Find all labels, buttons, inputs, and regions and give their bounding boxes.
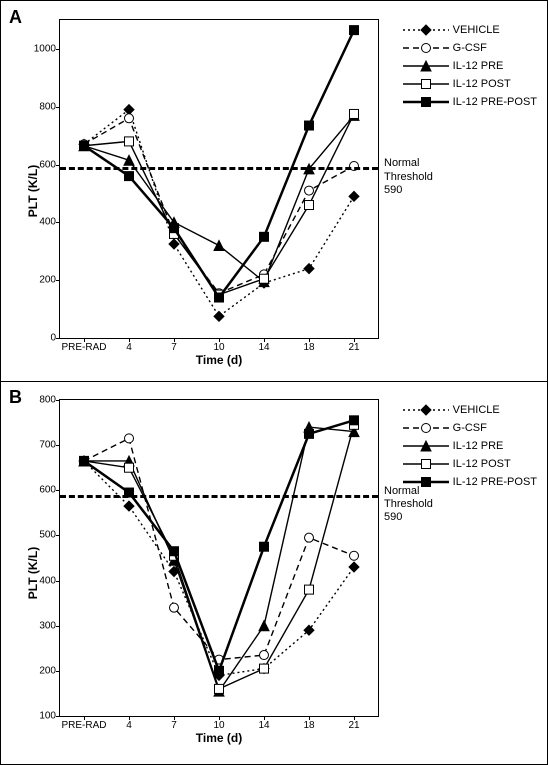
legend-label: IL-12 PRE-POST — [453, 96, 537, 108]
panel-b-letter: B — [9, 387, 22, 408]
legend-swatch — [403, 439, 449, 453]
legend-label: G-CSF — [453, 42, 487, 54]
legend-swatch — [403, 475, 449, 489]
legend-item: VEHICLE — [403, 21, 537, 39]
legend-label: IL-12 POST — [453, 458, 511, 470]
legend-label: IL-12 PRE — [453, 440, 504, 452]
legend-swatch — [403, 77, 449, 91]
legend-label: G-CSF — [453, 422, 487, 434]
legend-swatch — [403, 457, 449, 471]
legend-item: IL-12 PRE-POST — [403, 93, 537, 111]
legend-item: G-CSF — [403, 39, 537, 57]
legend-swatch — [403, 95, 449, 109]
legend-swatch — [403, 59, 449, 73]
legend-swatch — [403, 23, 449, 37]
legend-item: IL-12 PRE-POST — [403, 473, 537, 491]
panel-a-legend: VEHICLE G-CSF IL-12 PRE IL-12 POST IL-12 PRE… — [403, 21, 537, 111]
figure-container: A PLT (K/L) 02004006008001000PRE-RAD4710… — [0, 0, 548, 765]
legend-item: VEHICLE — [403, 401, 537, 419]
legend-item: IL-12 POST — [403, 75, 537, 93]
legend-label: IL-12 PRE — [453, 60, 504, 72]
legend-item: G-CSF — [403, 419, 537, 437]
panel-a-letter: A — [9, 7, 22, 28]
panel-b-xlabel: Time (d) — [59, 731, 379, 745]
panel-a-xlabel: Time (d) — [59, 353, 379, 367]
panel-a-plot: 02004006008001000PRE-RAD4710141821Normal… — [59, 19, 379, 339]
panel-a-ylabel: PLT (K/L) — [26, 165, 40, 217]
legend-item: IL-12 PRE — [403, 437, 537, 455]
panel-a: A PLT (K/L) 02004006008001000PRE-RAD4710… — [1, 1, 547, 382]
threshold-label: Normal Threshold590 — [384, 157, 433, 197]
panel-b-plot: 100200300400500600700800PRE-RAD471014182… — [59, 399, 379, 717]
panel-b-legend: VEHICLE G-CSF IL-12 PRE IL-12 POST IL-12 PRE… — [403, 401, 537, 491]
legend-label: IL-12 PRE-POST — [453, 476, 537, 488]
legend-item: IL-12 POST — [403, 455, 537, 473]
legend-item: IL-12 PRE — [403, 57, 537, 75]
panel-b: B PLT (K/L) 100200300400500600700800PRE-… — [1, 381, 547, 765]
legend-label: IL-12 POST — [453, 78, 511, 90]
legend-label: VEHICLE — [453, 24, 500, 36]
panel-b-ylabel: PLT (K/L) — [26, 547, 40, 599]
threshold-line — [60, 167, 378, 170]
legend-label: VEHICLE — [453, 404, 500, 416]
threshold-line — [60, 495, 378, 498]
legend-swatch — [403, 41, 449, 55]
legend-swatch — [403, 403, 449, 417]
legend-swatch — [403, 421, 449, 435]
